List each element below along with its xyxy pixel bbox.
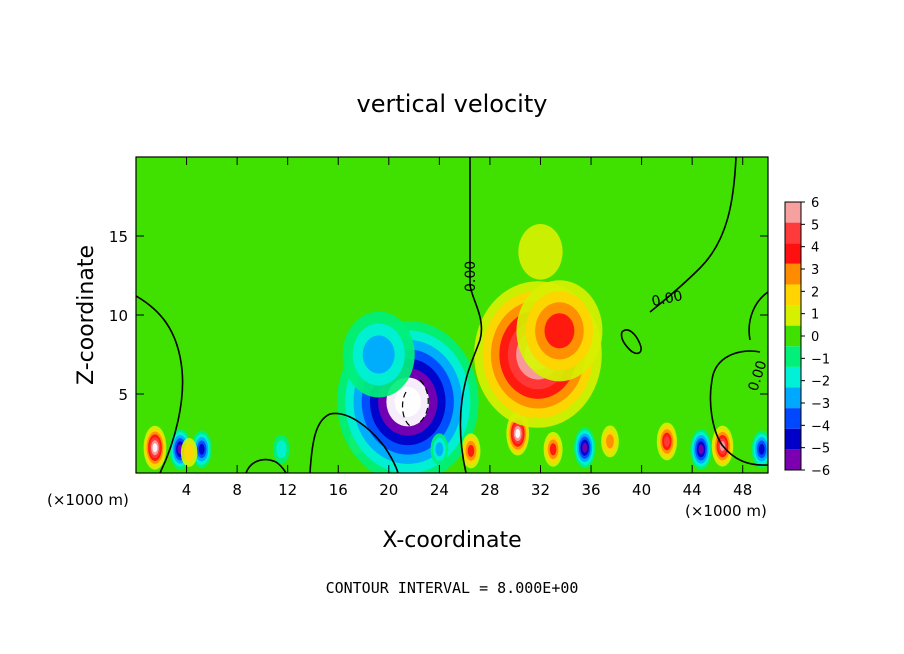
x-tick-label: 32	[531, 481, 550, 499]
colorbar-swatch	[785, 428, 801, 450]
x-tick-label: 8	[232, 481, 242, 499]
colorbar-label: 2	[811, 285, 819, 300]
x-tick-label: 44	[683, 481, 702, 499]
zero-contour-line	[136, 295, 184, 473]
heatmap-cell	[698, 444, 704, 455]
zero-contour-line	[309, 412, 399, 473]
y-tick-label: 10	[109, 307, 128, 325]
colorbar-label: 4	[811, 241, 819, 256]
colorbar-label: −5	[811, 442, 830, 457]
colorbar-swatch	[785, 222, 801, 244]
heatmap-cell	[276, 440, 287, 459]
colorbar: 6 5 4 3 2 1 0 −1 −2 −3 −4 −5 −6	[784, 196, 830, 479]
colorbar-label: −4	[811, 419, 830, 434]
colorbar-swatch	[785, 366, 801, 388]
zero-contour-line	[245, 458, 287, 473]
x-tick-label: 36	[581, 481, 600, 499]
colorbar-label: 6	[811, 196, 819, 211]
x-unit-left: (×1000 m)	[47, 491, 129, 509]
heatmap-field	[143, 223, 768, 473]
heatmap-cell	[758, 443, 765, 455]
heatmap-cell	[467, 444, 475, 457]
heatmap-cell	[515, 428, 521, 439]
colorbar-swatch	[785, 305, 801, 326]
heatmap-cell	[663, 435, 670, 447]
colorbar-label: 3	[811, 263, 819, 278]
heatmap-cell	[184, 443, 195, 462]
heatmap-cell	[198, 443, 205, 455]
colorbar-label: −6	[811, 464, 830, 479]
x-tick-label: 12	[278, 481, 297, 499]
heatmap-cell	[518, 223, 563, 280]
colorbar-swatch	[785, 325, 801, 347]
negative-contour-line	[419, 379, 429, 423]
heatmap-cell	[544, 313, 575, 349]
colorbar-swatch	[785, 387, 801, 409]
negative-contour-line	[401, 391, 411, 427]
contour-interval-footer: CONTOUR INTERVAL = 8.000E+00	[326, 579, 579, 597]
zero-contour-line	[748, 291, 768, 341]
x-tick-label: 20	[379, 481, 398, 499]
y-tick-label: 15	[109, 228, 128, 246]
colorbar-label: 1	[811, 308, 819, 323]
colorbar-label: −3	[811, 397, 830, 412]
colorbar-swatch	[785, 263, 801, 285]
zero-contours: 0.00 0.00 0.00	[136, 157, 768, 473]
colorbar-swatch	[785, 449, 801, 470]
zero-contour-line	[620, 329, 642, 355]
zero-contour-line	[709, 350, 768, 466]
zero-contour-line	[459, 157, 483, 473]
x-tick-label: 4	[182, 481, 192, 499]
x-tick-label: 48	[733, 481, 752, 499]
colorbar-swatch	[785, 202, 801, 223]
colorbar-label: 0	[811, 330, 819, 345]
contour-label: 0.00	[463, 261, 479, 292]
x-tick-label: 24	[430, 481, 449, 499]
y-tick-label: 5	[118, 386, 128, 404]
heatmap-cell	[394, 386, 421, 417]
heatmap-cell	[549, 443, 557, 456]
y-axis-label: Z-coordinate	[74, 245, 99, 385]
heatmap-cell	[152, 443, 158, 453]
heatmap-cell	[582, 442, 588, 453]
heatmap-cell	[362, 335, 395, 374]
heatmap-cell	[435, 442, 444, 457]
x-tick-label: 28	[480, 481, 499, 499]
heatmap-cell	[606, 434, 614, 449]
colorbar-swatch	[785, 408, 801, 429]
colorbar-label: −1	[811, 352, 830, 367]
colorbar-label: 5	[811, 218, 819, 233]
x-tick-label: 40	[632, 481, 651, 499]
colorbar-swatch	[785, 346, 801, 367]
x-axis-label: X-coordinate	[382, 528, 521, 553]
contour-label: 0.00	[650, 288, 684, 310]
x-tick-label: 16	[329, 481, 348, 499]
zero-contour-line	[649, 157, 737, 313]
x-unit-right: (×1000 m)	[685, 502, 767, 520]
chart-title: vertical velocity	[357, 90, 548, 118]
colorbar-swatch	[785, 243, 801, 264]
colorbar-label: −2	[811, 375, 830, 390]
colorbar-swatch	[785, 284, 801, 306]
